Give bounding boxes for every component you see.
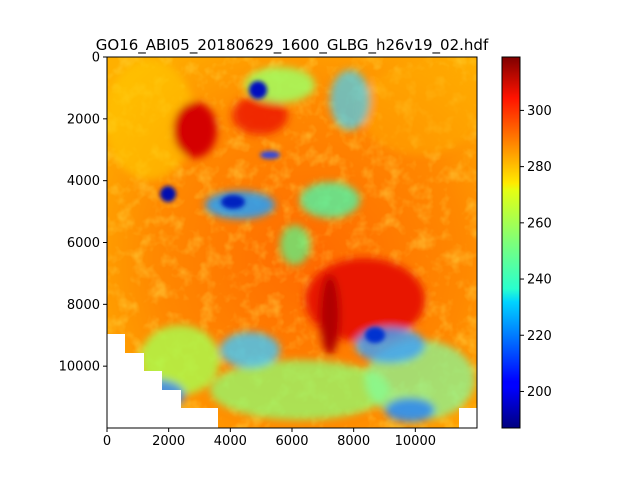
- x-tick-label: 2000: [152, 434, 185, 449]
- chart-title: GO16_ABI05_20180629_1600_GLBG_h26v19_02.…: [96, 36, 489, 55]
- colorbar: [501, 56, 521, 429]
- x-axis: 0 2000 4000 6000 8000 10000: [103, 428, 436, 449]
- colorbar-tick-label: 220: [527, 329, 552, 344]
- x-tick-label: 0: [103, 434, 111, 449]
- colorbar-tick-label: 280: [527, 160, 552, 175]
- colorbar-tick-label: 200: [527, 385, 552, 400]
- y-tick-label: 8000: [67, 298, 100, 313]
- heatmap-image: [107, 57, 477, 428]
- x-tick-label: 6000: [275, 434, 308, 449]
- y-tick-label: 6000: [67, 236, 100, 251]
- y-tick-label: 0: [92, 51, 100, 66]
- y-axis: 0 2000 4000 6000 8000 10000: [59, 51, 107, 375]
- colorbar-axis: 200 220 240 260 280 300: [520, 104, 552, 400]
- x-tick-label: 10000: [395, 434, 436, 449]
- x-tick-label: 4000: [214, 434, 247, 449]
- x-tick-label: 8000: [337, 434, 370, 449]
- y-tick-label: 2000: [67, 112, 100, 127]
- colorbar-tick-label: 300: [527, 104, 552, 119]
- colorbar-tick-label: 240: [527, 273, 552, 288]
- y-tick-label: 4000: [67, 174, 100, 189]
- y-tick-label: 10000: [59, 360, 100, 375]
- colorbar-tick-label: 260: [527, 216, 552, 231]
